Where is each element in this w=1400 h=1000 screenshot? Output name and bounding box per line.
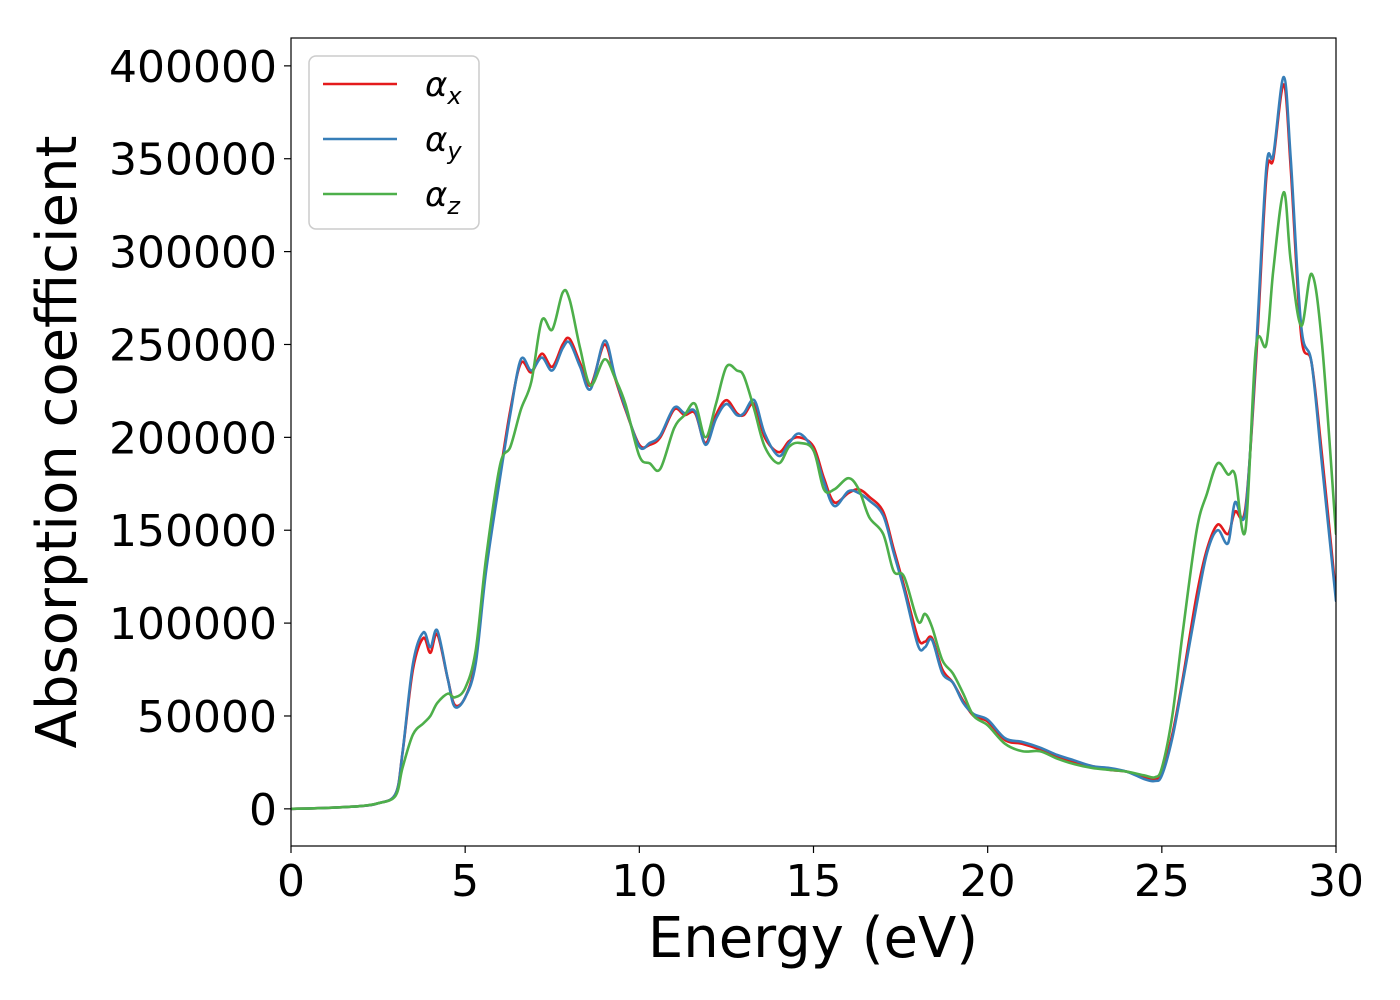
x-tick-label: 5 — [451, 856, 479, 907]
series-layer — [291, 75, 1336, 811]
series-line-z — [291, 190, 1336, 811]
y-tick-label: 300000 — [109, 228, 277, 279]
x-tick-label: 0 — [277, 856, 305, 907]
x-axis-ticks: 0 5 10 15 20 25 30 — [277, 846, 1364, 907]
y-tick-label: 250000 — [109, 320, 277, 371]
legend-box — [308, 55, 480, 230]
x-tick-label: 15 — [786, 856, 842, 907]
y-tick-label: 150000 — [109, 506, 277, 557]
y-tick-label: 50000 — [137, 692, 277, 743]
y-tick-label: 200000 — [109, 413, 277, 464]
legend-label-y: αy — [425, 120, 462, 165]
x-tick-label: 10 — [611, 856, 667, 907]
x-tick-label: 25 — [1134, 856, 1190, 907]
y-tick-label: 100000 — [109, 599, 277, 650]
y-tick-label: 350000 — [109, 135, 277, 186]
y-axis-label: Absorption coefficient — [25, 136, 90, 749]
legend: αx αy αz — [308, 55, 480, 230]
x-axis-label: Energy (eV) — [648, 906, 978, 971]
legend-entries: αx αy αz — [323, 65, 462, 220]
x-tick-label: 30 — [1308, 856, 1364, 907]
legend-label-z: αz — [425, 175, 461, 220]
y-tick-label: 0 — [249, 785, 277, 836]
series-line-y — [291, 75, 1336, 811]
y-tick-label: 400000 — [109, 42, 277, 93]
legend-label-x: αx — [425, 65, 462, 110]
x-tick-label: 20 — [960, 856, 1016, 907]
y-axis-ticks: 0 50000 100000 150000 200000 250000 300000 3500… — [109, 42, 291, 836]
